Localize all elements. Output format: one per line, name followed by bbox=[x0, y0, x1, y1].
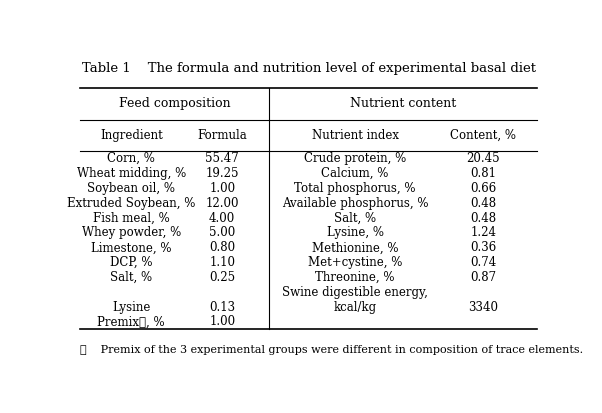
Text: 0.66: 0.66 bbox=[470, 182, 497, 195]
Text: 0.48: 0.48 bbox=[470, 197, 497, 210]
Text: 0.13: 0.13 bbox=[209, 301, 235, 313]
Text: Methionine, %: Methionine, % bbox=[312, 241, 399, 254]
Text: Fish meal, %: Fish meal, % bbox=[93, 211, 170, 225]
Text: Content, %: Content, % bbox=[450, 129, 517, 142]
Text: Calcium, %: Calcium, % bbox=[321, 167, 389, 180]
Text: 12.00: 12.00 bbox=[205, 197, 239, 210]
Text: DCP, %: DCP, % bbox=[110, 256, 152, 269]
Text: Salt, %: Salt, % bbox=[110, 271, 152, 284]
Text: Swine digestible energy,: Swine digestible energy, bbox=[282, 286, 428, 299]
Text: Corn, %: Corn, % bbox=[107, 152, 155, 165]
Text: 1.00: 1.00 bbox=[209, 316, 235, 328]
Text: 0.25: 0.25 bbox=[209, 271, 235, 284]
Text: Formula: Formula bbox=[197, 129, 247, 142]
Text: Threonine, %: Threonine, % bbox=[315, 271, 395, 284]
Text: Extruded Soybean, %: Extruded Soybean, % bbox=[67, 197, 196, 210]
Text: Ingredient: Ingredient bbox=[100, 129, 163, 142]
Text: Available phosphorus, %: Available phosphorus, % bbox=[282, 197, 429, 210]
Text: 3340: 3340 bbox=[468, 301, 498, 313]
Text: 19.25: 19.25 bbox=[205, 167, 239, 180]
Text: 0.74: 0.74 bbox=[470, 256, 497, 269]
Text: 0.36: 0.36 bbox=[470, 241, 497, 254]
Text: Lysine, %: Lysine, % bbox=[327, 226, 383, 240]
Text: Limestone, %: Limestone, % bbox=[91, 241, 172, 254]
Text: 0.81: 0.81 bbox=[471, 167, 497, 180]
Text: 1.24: 1.24 bbox=[471, 226, 497, 240]
Text: Feed composition: Feed composition bbox=[119, 97, 230, 110]
Text: Wheat midding, %: Wheat midding, % bbox=[76, 167, 186, 180]
Text: Met+cystine, %: Met+cystine, % bbox=[308, 256, 402, 269]
Text: 0.87: 0.87 bbox=[470, 271, 497, 284]
Text: Soybean oil, %: Soybean oil, % bbox=[87, 182, 175, 195]
Text: kcal/kg: kcal/kg bbox=[334, 301, 377, 313]
Text: 4.00: 4.00 bbox=[209, 211, 235, 225]
Text: Salt, %: Salt, % bbox=[334, 211, 376, 225]
Text: 55.47: 55.47 bbox=[205, 152, 239, 165]
Text: ①    Premix of the 3 experimental groups were different in composition of trace : ① Premix of the 3 experimental groups we… bbox=[80, 345, 583, 355]
Text: Total phosphorus, %: Total phosphorus, % bbox=[294, 182, 416, 195]
Text: 0.80: 0.80 bbox=[209, 241, 235, 254]
Text: Premix①, %: Premix①, % bbox=[98, 316, 165, 328]
Text: Whey powder, %: Whey powder, % bbox=[82, 226, 181, 240]
Text: 1.10: 1.10 bbox=[209, 256, 235, 269]
Text: Crude protein, %: Crude protein, % bbox=[304, 152, 406, 165]
Text: 1.00: 1.00 bbox=[209, 182, 235, 195]
Text: 5.00: 5.00 bbox=[209, 226, 235, 240]
Text: Nutrient index: Nutrient index bbox=[312, 129, 399, 142]
Text: 0.48: 0.48 bbox=[470, 211, 497, 225]
Text: 20.45: 20.45 bbox=[467, 152, 500, 165]
Text: Table 1    The formula and nutrition level of experimental basal diet: Table 1 The formula and nutrition level … bbox=[81, 62, 536, 75]
Text: Nutrient content: Nutrient content bbox=[350, 97, 456, 110]
Text: Lysine: Lysine bbox=[112, 301, 150, 313]
